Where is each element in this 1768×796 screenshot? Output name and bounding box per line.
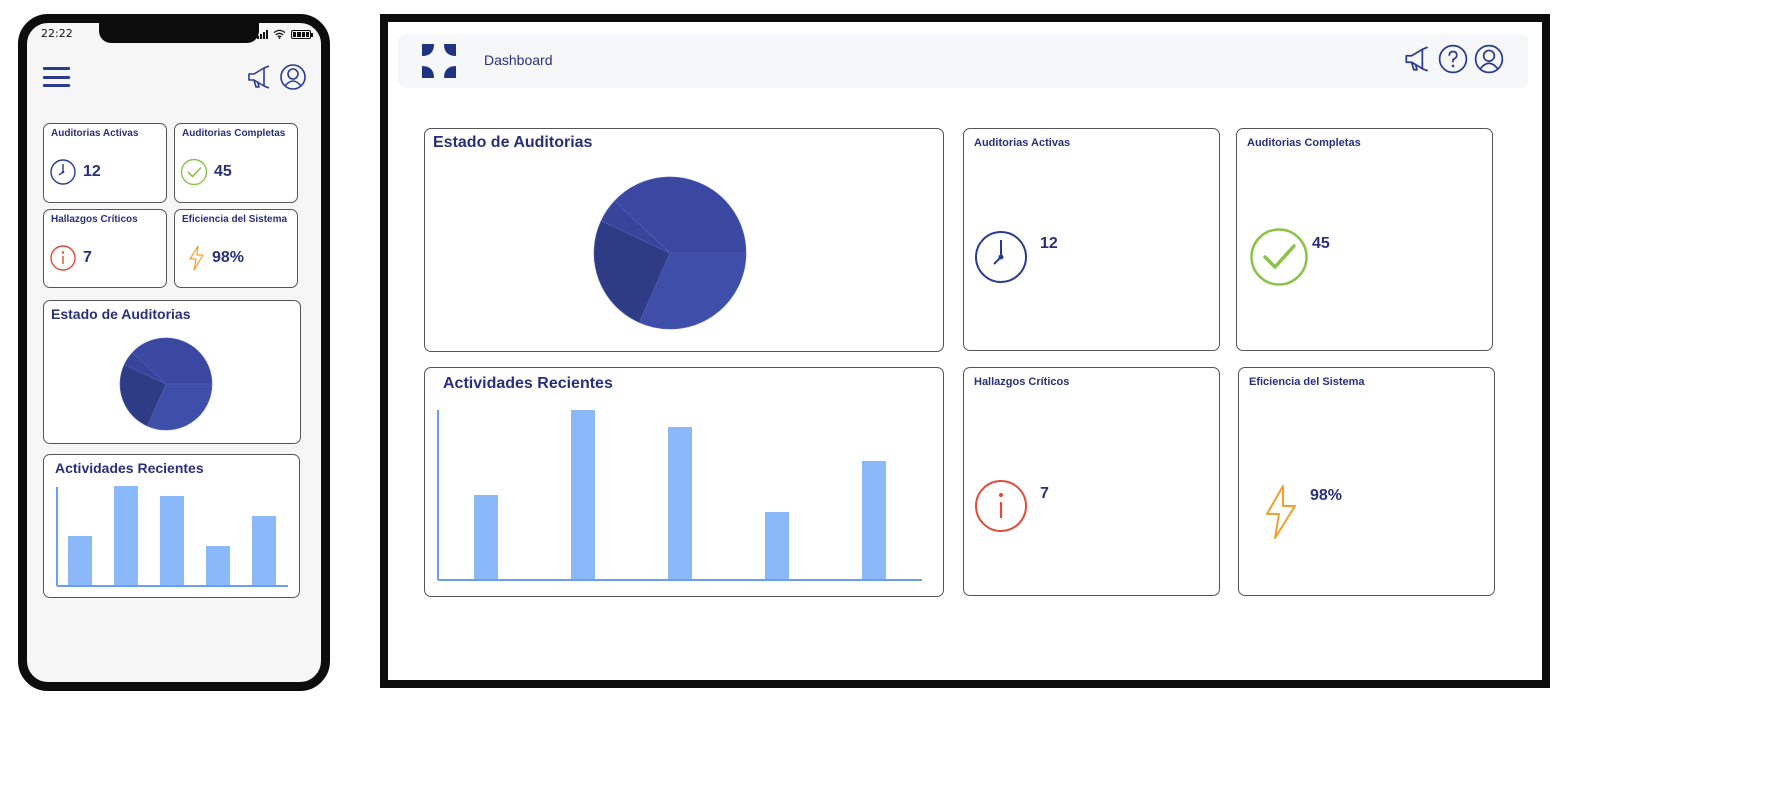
stat-card-auditorias-activas[interactable]: Auditorias Activas 12 [963, 128, 1220, 351]
pie-slice [638, 252, 747, 330]
bar-chart-card: Actividades Recientes [424, 367, 944, 597]
battery-icon [291, 29, 313, 39]
bar [206, 546, 230, 586]
bar-chart-title: Actividades Recientes [55, 460, 204, 476]
check-circle-icon [180, 158, 208, 186]
status-icons [257, 29, 313, 39]
clock-icon [50, 159, 76, 185]
stat-title: Auditorias Activas [974, 137, 1071, 149]
stat-card-auditorias-completas[interactable]: Auditorias Completas 45 [1236, 128, 1493, 351]
stat-title: Hallazgos Críticos [974, 376, 1070, 388]
desktop-mockup: Dashboard Estado de Auditorias Aud [380, 14, 1550, 688]
help-icon[interactable] [1438, 44, 1468, 74]
stat-title: Hallazgos Críticos [51, 214, 138, 225]
stat-card-auditorias-activas[interactable]: Auditorias Activas 12 [43, 123, 167, 203]
user-icon[interactable] [279, 63, 307, 91]
megaphone-icon[interactable] [1402, 44, 1432, 74]
bar [668, 427, 692, 580]
stat-card-auditorias-completas[interactable]: Auditorias Completas 45 [174, 123, 298, 203]
stat-title: Eficiencia del Sistema [182, 214, 288, 225]
bar-chart [56, 486, 288, 587]
bar [474, 495, 498, 580]
lightning-icon [1266, 485, 1296, 539]
stat-card-eficiencia[interactable]: Eficiencia del Sistema 98% [1238, 367, 1495, 596]
stat-value: 45 [1312, 235, 1330, 252]
pie-chart-title: Estado de Auditorias [433, 134, 593, 151]
stat-value: 98% [212, 249, 245, 266]
stat-card-hallazgos-criticos[interactable]: Hallazgos Críticos 7 [43, 209, 167, 288]
wifi-icon [273, 29, 286, 39]
bar [571, 410, 595, 580]
pie-slice [119, 364, 167, 427]
bar [862, 461, 886, 580]
stat-value: 7 [83, 249, 92, 266]
stat-value: 12 [83, 163, 101, 180]
stat-value: 7 [1040, 485, 1049, 502]
stat-value: 98% [1310, 487, 1343, 504]
user-icon[interactable] [1474, 44, 1504, 74]
bar [252, 516, 276, 586]
bar [765, 512, 789, 580]
lightning-icon [189, 245, 204, 271]
info-icon [50, 245, 76, 271]
stat-value: 12 [1040, 235, 1058, 252]
stat-title: Eficiencia del Sistema [1249, 376, 1365, 388]
menu-icon[interactable] [43, 67, 70, 87]
pie-chart [593, 176, 747, 330]
bar [114, 486, 138, 586]
bar-chart [437, 410, 922, 581]
top-bar: Dashboard [398, 34, 1528, 88]
status-time: 22:22 [41, 27, 73, 40]
megaphone-icon[interactable] [245, 63, 273, 91]
pie-slice [614, 176, 747, 254]
stat-title: Auditorias Completas [182, 128, 286, 139]
stat-title: Auditorias Completas [1247, 137, 1361, 149]
bar [160, 496, 184, 586]
bar-chart-title: Actividades Recientes [443, 375, 613, 392]
pie-chart-card: Estado de Auditorias [424, 128, 944, 352]
logo-icon [422, 44, 456, 78]
clock-icon [975, 231, 1027, 283]
stat-card-hallazgos-criticos[interactable]: Hallazgos Críticos 7 [963, 367, 1220, 596]
signal-icon [257, 29, 268, 39]
stat-card-eficiencia[interactable]: Eficiencia del Sistema 98% [174, 209, 298, 288]
pie-chart-card: Estado de Auditorias [43, 300, 301, 444]
check-circle-icon [1250, 228, 1308, 286]
pie-slice [593, 220, 671, 323]
phone-mockup: 22:22 Auditorias Activas [18, 14, 330, 691]
stat-value: 45 [214, 163, 232, 180]
info-icon [975, 480, 1027, 532]
pie-chart-title: Estado de Auditorias [51, 306, 191, 322]
bar [68, 536, 92, 586]
page-title: Dashboard [484, 52, 553, 68]
pie-slice [132, 337, 213, 385]
stat-title: Auditorias Activas [51, 128, 139, 139]
bar-chart-card: Actividades Recientes [43, 454, 300, 598]
pie-chart [119, 337, 213, 431]
pie-slice [146, 383, 213, 431]
phone-notch [99, 21, 259, 43]
